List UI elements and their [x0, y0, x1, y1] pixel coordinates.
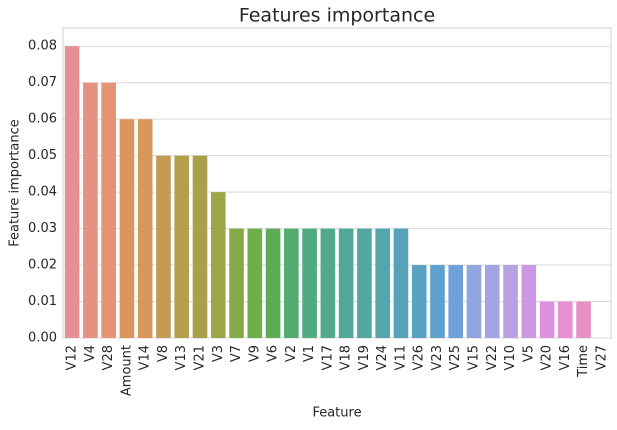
x-tick-label: V5 — [521, 345, 536, 362]
bar — [320, 228, 336, 338]
x-tick-label: V11 — [393, 345, 408, 370]
bar — [247, 228, 263, 338]
x-tick-label: V8 — [156, 345, 171, 362]
bar — [430, 265, 445, 338]
x-tick-label: V2 — [284, 345, 299, 362]
bar — [302, 228, 317, 338]
x-tick-label: V15 — [467, 345, 482, 370]
bar — [558, 301, 573, 338]
x-tick-label: Amount — [119, 345, 134, 396]
bar — [466, 265, 482, 338]
y-tick-label: 0.03 — [28, 221, 57, 236]
bar — [484, 265, 500, 338]
x-tick-label: V16 — [558, 345, 573, 370]
x-tick-label: V17 — [320, 345, 335, 370]
bar — [539, 301, 555, 338]
x-tick-label: V3 — [211, 345, 226, 362]
x-tick-label: V10 — [503, 345, 518, 370]
x-tick-label: V7 — [229, 345, 244, 362]
x-tick-label: V12 — [65, 345, 80, 370]
y-tick-label: 0.05 — [28, 148, 57, 163]
y-tick-label: 0.07 — [28, 75, 57, 90]
bar — [192, 155, 208, 338]
x-tick-label: V26 — [412, 345, 427, 370]
y-axis-label: Feature importance — [8, 119, 23, 247]
bar — [119, 119, 135, 338]
bar — [284, 228, 299, 338]
y-tick-label: 0.04 — [28, 185, 57, 200]
x-tick-label: V13 — [174, 345, 189, 370]
x-tick-label: Time — [576, 345, 591, 378]
bar — [64, 46, 80, 339]
x-tick-label: V28 — [101, 345, 116, 370]
bar — [521, 265, 537, 338]
bar — [229, 228, 244, 338]
x-tick-label: V27 — [594, 345, 609, 370]
chart-title: Features importance — [239, 5, 435, 27]
x-tick-label: V22 — [485, 345, 500, 370]
x-tick-label: V21 — [193, 345, 208, 370]
bar — [448, 265, 464, 338]
y-tick-label: 0.01 — [28, 294, 57, 309]
plot-area — [62, 27, 612, 339]
x-tick-label: V24 — [375, 345, 390, 370]
bar — [503, 265, 518, 338]
x-tick-label: V14 — [138, 345, 153, 370]
x-axis-label: Feature — [312, 406, 361, 421]
x-tick-label: V23 — [430, 345, 445, 370]
x-tick-label: V1 — [302, 345, 317, 362]
x-tick-label: V25 — [448, 345, 463, 370]
bar — [411, 265, 427, 338]
y-tick-label: 0.00 — [28, 331, 57, 346]
bar — [265, 228, 281, 338]
bar — [174, 155, 190, 338]
x-tick-label: V4 — [83, 345, 98, 362]
x-tick-label: V6 — [266, 345, 281, 362]
bar — [576, 301, 591, 338]
bar — [156, 155, 171, 338]
bar — [210, 192, 226, 338]
bar — [101, 82, 116, 339]
x-tick-label: V19 — [357, 345, 372, 370]
bar — [83, 82, 98, 339]
bar — [137, 119, 153, 338]
y-tick-label: 0.08 — [28, 39, 57, 54]
y-tick-label: 0.06 — [28, 112, 57, 127]
bar — [375, 228, 390, 338]
bar — [338, 228, 354, 338]
x-tick-label: V20 — [540, 345, 555, 370]
bar — [393, 228, 409, 338]
y-tick-label: 0.02 — [28, 258, 57, 273]
x-tick-label: V9 — [247, 345, 262, 362]
x-tick-label: V18 — [339, 345, 354, 370]
bar — [357, 228, 372, 338]
